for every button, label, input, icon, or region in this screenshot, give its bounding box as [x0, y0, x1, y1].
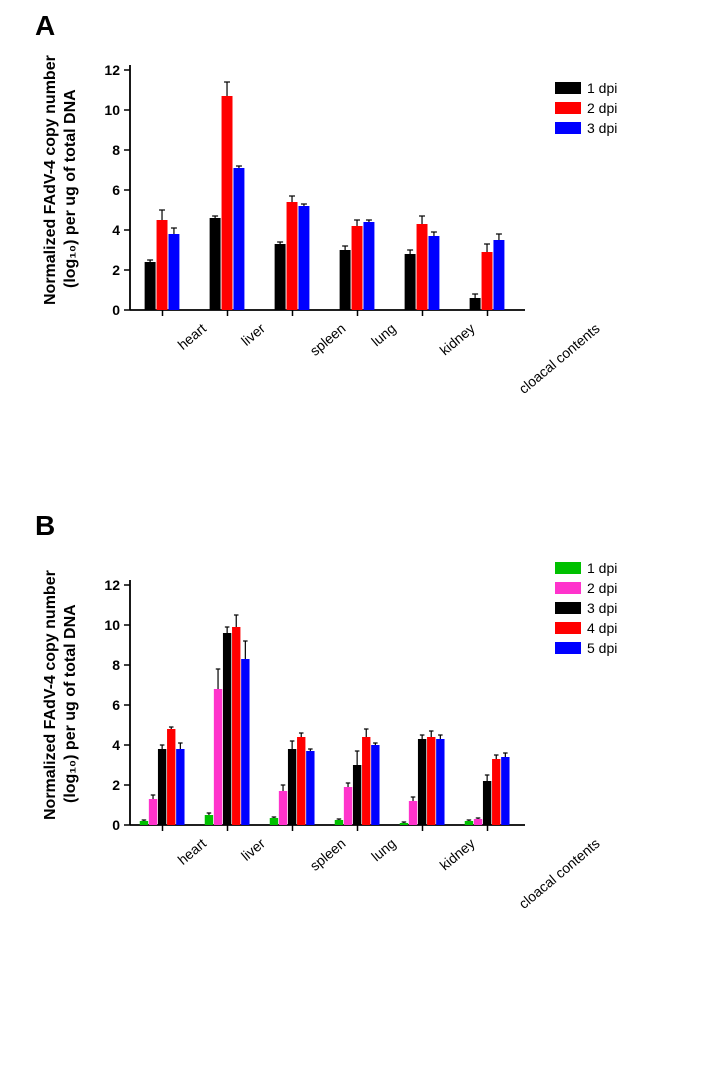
legend-swatch	[555, 642, 581, 654]
svg-text:6: 6	[112, 182, 120, 198]
legend-label: 1 dpi	[587, 560, 617, 576]
svg-text:10: 10	[104, 102, 120, 118]
legend-label: 4 dpi	[587, 620, 617, 636]
panel-a-ylabel-line1: Normalized FAdV-4 copy number	[42, 55, 60, 305]
panel-a-legend: 1 dpi 2 dpi 3 dpi	[555, 80, 617, 140]
panel-b-ylabel-line2-text: (log₁₀) per ug of total DNA	[62, 604, 79, 803]
svg-text:12: 12	[104, 62, 120, 78]
legend-label: 1 dpi	[587, 80, 617, 96]
legend-swatch	[555, 122, 581, 134]
legend-swatch	[555, 102, 581, 114]
legend-swatch	[555, 82, 581, 94]
legend-item: 4 dpi	[555, 620, 617, 636]
panel-b-chart: 024681012 Normalized FAdV-4 copy number …	[0, 545, 560, 905]
legend-swatch	[555, 562, 581, 574]
panel-a-chart: 024681012 Normalized FAdV-4 copy number …	[0, 30, 560, 390]
svg-text:2: 2	[112, 777, 120, 793]
panel-a: A 024681012 Normalized FAdV-4 copy numbe…	[0, 0, 721, 500]
svg-text:8: 8	[112, 657, 120, 673]
legend-item: 1 dpi	[555, 560, 617, 576]
svg-text:10: 10	[104, 617, 120, 633]
legend-swatch	[555, 602, 581, 614]
panel-b-ylabel-line1: Normalized FAdV-4 copy number	[42, 570, 60, 820]
panel-a-ylabel-line2: (log₁₀) per ug of total DNA	[62, 89, 80, 288]
legend-label: 5 dpi	[587, 640, 617, 656]
legend-item: 2 dpi	[555, 100, 617, 116]
panel-b-legend: 1 dpi 2 dpi 3 dpi 4 dpi 5 dpi	[555, 560, 617, 660]
svg-text:12: 12	[104, 577, 120, 593]
legend-label: 2 dpi	[587, 100, 617, 116]
svg-text:8: 8	[112, 142, 120, 158]
panel-b: B 0 2 4 6 8 10 12 Normalized FAdV-4 copy numbe…	[0, 500, 721, 1040]
figure-container: A 024681012 Normalized FAdV-4 copy numbe…	[0, 0, 721, 1040]
svg-text:4: 4	[112, 737, 120, 753]
svg-text:0: 0	[112, 302, 120, 318]
panel-a-svg: 0 2 4 6 8 10 12	[0, 30, 560, 390]
legend-item: 3 dpi	[555, 600, 617, 616]
svg-text:0: 0	[112, 817, 120, 833]
svg-text:6: 6	[112, 697, 120, 713]
legend-label: 3 dpi	[587, 120, 617, 136]
svg-text:4: 4	[112, 222, 120, 238]
legend-label: 2 dpi	[587, 580, 617, 596]
legend-item: 2 dpi	[555, 580, 617, 596]
legend-label: 3 dpi	[587, 600, 617, 616]
panel-b-label: B	[35, 510, 55, 542]
legend-swatch	[555, 582, 581, 594]
legend-swatch	[555, 622, 581, 634]
svg-text:2: 2	[112, 262, 120, 278]
panel-a-ylabel-line2-text: (log₁₀) per ug of total DNA	[62, 89, 79, 288]
legend-item: 5 dpi	[555, 640, 617, 656]
panel-b-svg: 0 2 4 6 8 10 12	[0, 545, 560, 905]
legend-item: 1 dpi	[555, 80, 617, 96]
legend-item: 3 dpi	[555, 120, 617, 136]
panel-b-ylabel-line2: (log₁₀) per ug of total DNA	[62, 604, 80, 803]
